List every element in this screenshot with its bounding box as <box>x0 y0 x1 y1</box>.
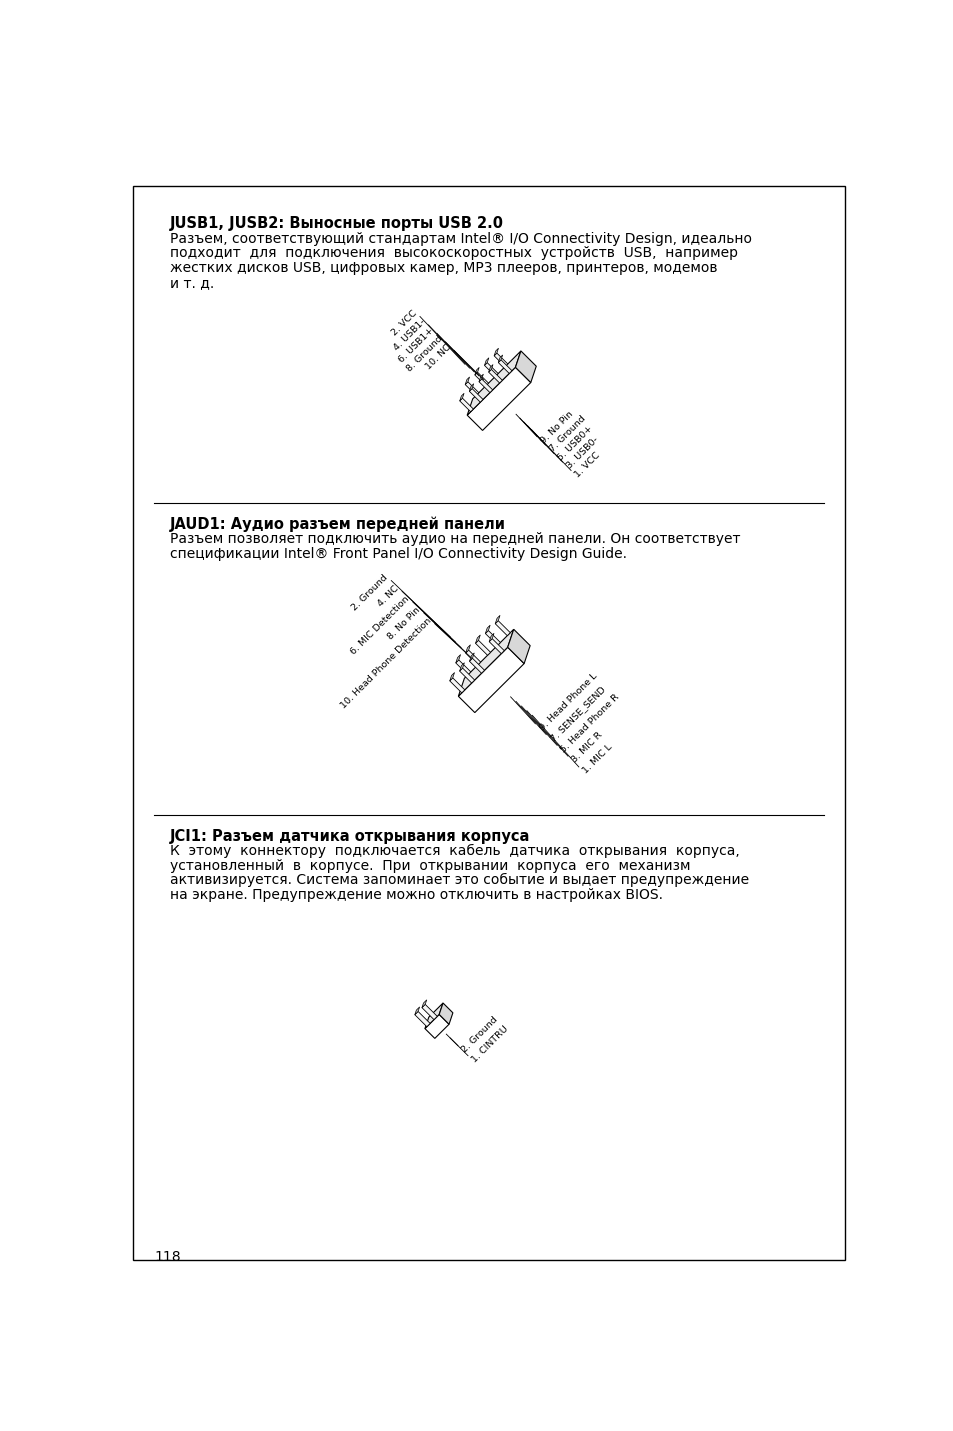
Polygon shape <box>469 384 474 391</box>
Polygon shape <box>515 351 536 382</box>
Text: 6. MIC Detection: 6. MIC Detection <box>349 594 411 657</box>
Polygon shape <box>495 621 510 635</box>
Polygon shape <box>456 654 460 663</box>
Text: на экране. Предупреждение можно отключить в настройках BIOS.: на экране. Предупреждение можно отключит… <box>170 887 662 902</box>
Polygon shape <box>465 645 470 653</box>
Text: 8. Ground: 8. Ground <box>404 333 443 373</box>
Text: 5. USB0+: 5. USB0+ <box>556 424 594 462</box>
Text: 1. CINTRU: 1. CINTRU <box>470 1025 510 1065</box>
Text: 3. USB0-: 3. USB0- <box>564 435 599 471</box>
Polygon shape <box>475 372 488 386</box>
Text: 8. No Pin: 8. No Pin <box>386 605 422 641</box>
Polygon shape <box>497 355 502 362</box>
Polygon shape <box>457 630 513 697</box>
Polygon shape <box>507 630 530 664</box>
Polygon shape <box>459 668 475 683</box>
Text: 9. Head Phone L: 9. Head Phone L <box>537 671 598 733</box>
Polygon shape <box>495 615 499 624</box>
Text: 2. VCC: 2. VCC <box>389 309 418 338</box>
Text: JCI1: Разъем датчика открывания корпуса: JCI1: Разъем датчика открывания корпуса <box>170 829 530 843</box>
Text: JAUD1: Аудио разъем передней панели: JAUD1: Аудио разъем передней панели <box>170 517 505 532</box>
Text: 118: 118 <box>154 1251 180 1265</box>
Polygon shape <box>449 673 454 681</box>
Polygon shape <box>488 369 502 384</box>
Text: подходит  для  подключения  высокоскоростных  устройств  USB,  например: подходит для подключения высокоскоростны… <box>170 246 737 260</box>
Polygon shape <box>465 650 480 665</box>
Text: установленный  в  корпусе.  При  открывании  корпуса  его  механизм: установленный в корпусе. При открывании … <box>170 859 689 873</box>
Polygon shape <box>484 362 497 376</box>
Text: 1. VCC: 1. VCC <box>573 451 601 479</box>
Polygon shape <box>421 1000 426 1007</box>
Text: 1. MIC L: 1. MIC L <box>580 743 614 776</box>
Text: 3. MIC R: 3. MIC R <box>570 731 604 764</box>
Text: JUSB1, JUSB2: Выносные порты USB 2.0: JUSB1, JUSB2: Выносные порты USB 2.0 <box>170 216 503 232</box>
Polygon shape <box>467 368 530 431</box>
Polygon shape <box>475 635 479 644</box>
Polygon shape <box>449 678 464 693</box>
Polygon shape <box>459 394 463 401</box>
Polygon shape <box>475 368 478 375</box>
Polygon shape <box>459 663 464 671</box>
Text: Разъем позволяет подключить аудио на передней панели. Он соответствует: Разъем позволяет подключить аудио на пер… <box>170 532 740 547</box>
Text: и т. д.: и т. д. <box>170 276 213 289</box>
Text: 7. Ground: 7. Ground <box>547 415 587 454</box>
Polygon shape <box>465 382 478 395</box>
Polygon shape <box>489 634 494 641</box>
Polygon shape <box>438 1003 453 1025</box>
Polygon shape <box>415 1012 430 1026</box>
Text: 6. USB1+: 6. USB1+ <box>396 325 435 363</box>
Polygon shape <box>467 351 520 415</box>
Polygon shape <box>469 653 474 661</box>
Polygon shape <box>489 638 504 654</box>
Polygon shape <box>469 658 484 673</box>
Polygon shape <box>424 1015 449 1039</box>
Text: 4. USB1-: 4. USB1- <box>392 318 427 352</box>
Text: К  этому  коннектору  подключается  кабель  датчика  открывания  корпуса,: К этому коннектору подключается кабель д… <box>170 844 739 859</box>
Polygon shape <box>485 625 490 634</box>
Polygon shape <box>424 1003 442 1029</box>
Polygon shape <box>475 640 490 655</box>
Text: 10. Head Phone Detection: 10. Head Phone Detection <box>338 615 433 710</box>
Polygon shape <box>485 631 500 645</box>
Text: активизируется. Система запоминает это событие и выдает предупреждение: активизируется. Система запоминает это с… <box>170 873 748 887</box>
Polygon shape <box>421 1005 436 1020</box>
Polygon shape <box>456 660 471 675</box>
Text: спецификации Intel® Front Panel I/O Connectivity Design Guide.: спецификации Intel® Front Panel I/O Conn… <box>170 547 626 561</box>
Text: 9. No Pin: 9. No Pin <box>538 409 575 445</box>
Polygon shape <box>494 348 498 356</box>
Text: 10. NC: 10. NC <box>423 342 452 371</box>
Polygon shape <box>459 398 473 412</box>
Polygon shape <box>494 353 507 366</box>
Polygon shape <box>497 359 512 373</box>
Polygon shape <box>457 647 523 713</box>
Polygon shape <box>469 389 482 402</box>
Polygon shape <box>478 379 492 392</box>
Polygon shape <box>484 358 488 365</box>
Polygon shape <box>478 373 483 382</box>
Polygon shape <box>465 376 469 385</box>
Text: 4. NC: 4. NC <box>375 584 400 608</box>
Text: жестких дисков USB, цифровых камер, MP3 плееров, принтеров, модемов: жестких дисков USB, цифровых камер, MP3 … <box>170 260 717 275</box>
Text: 2. Ground: 2. Ground <box>350 572 390 612</box>
Text: 7. SENSE_SEND: 7. SENSE_SEND <box>548 685 606 743</box>
Text: 2. Ground: 2. Ground <box>459 1015 499 1055</box>
Polygon shape <box>415 1007 419 1015</box>
Text: 5. Head Phone R: 5. Head Phone R <box>558 693 620 754</box>
Polygon shape <box>488 365 493 372</box>
Text: Разъем, соответствующий стандартам Intel® I/O Connectivity Design, идеально: Разъем, соответствующий стандартам Intel… <box>170 232 751 246</box>
